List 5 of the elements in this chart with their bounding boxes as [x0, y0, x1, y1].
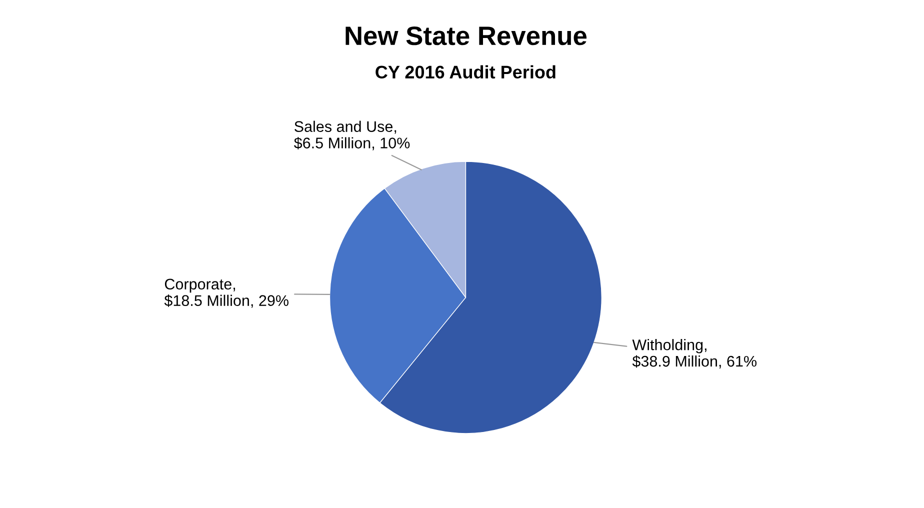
chart-title: New State Revenue [346, 26, 587, 46]
chart-subtitle: CY 2016 Audit Period [376, 65, 556, 79]
slice-label: Corporate, $18.5 Million, 29% [164, 278, 288, 308]
slice-label: Sales and Use, $6.5 Million, 10% [294, 120, 410, 150]
slice-label: Witholding, $38.9 Million, 61% [632, 339, 756, 369]
